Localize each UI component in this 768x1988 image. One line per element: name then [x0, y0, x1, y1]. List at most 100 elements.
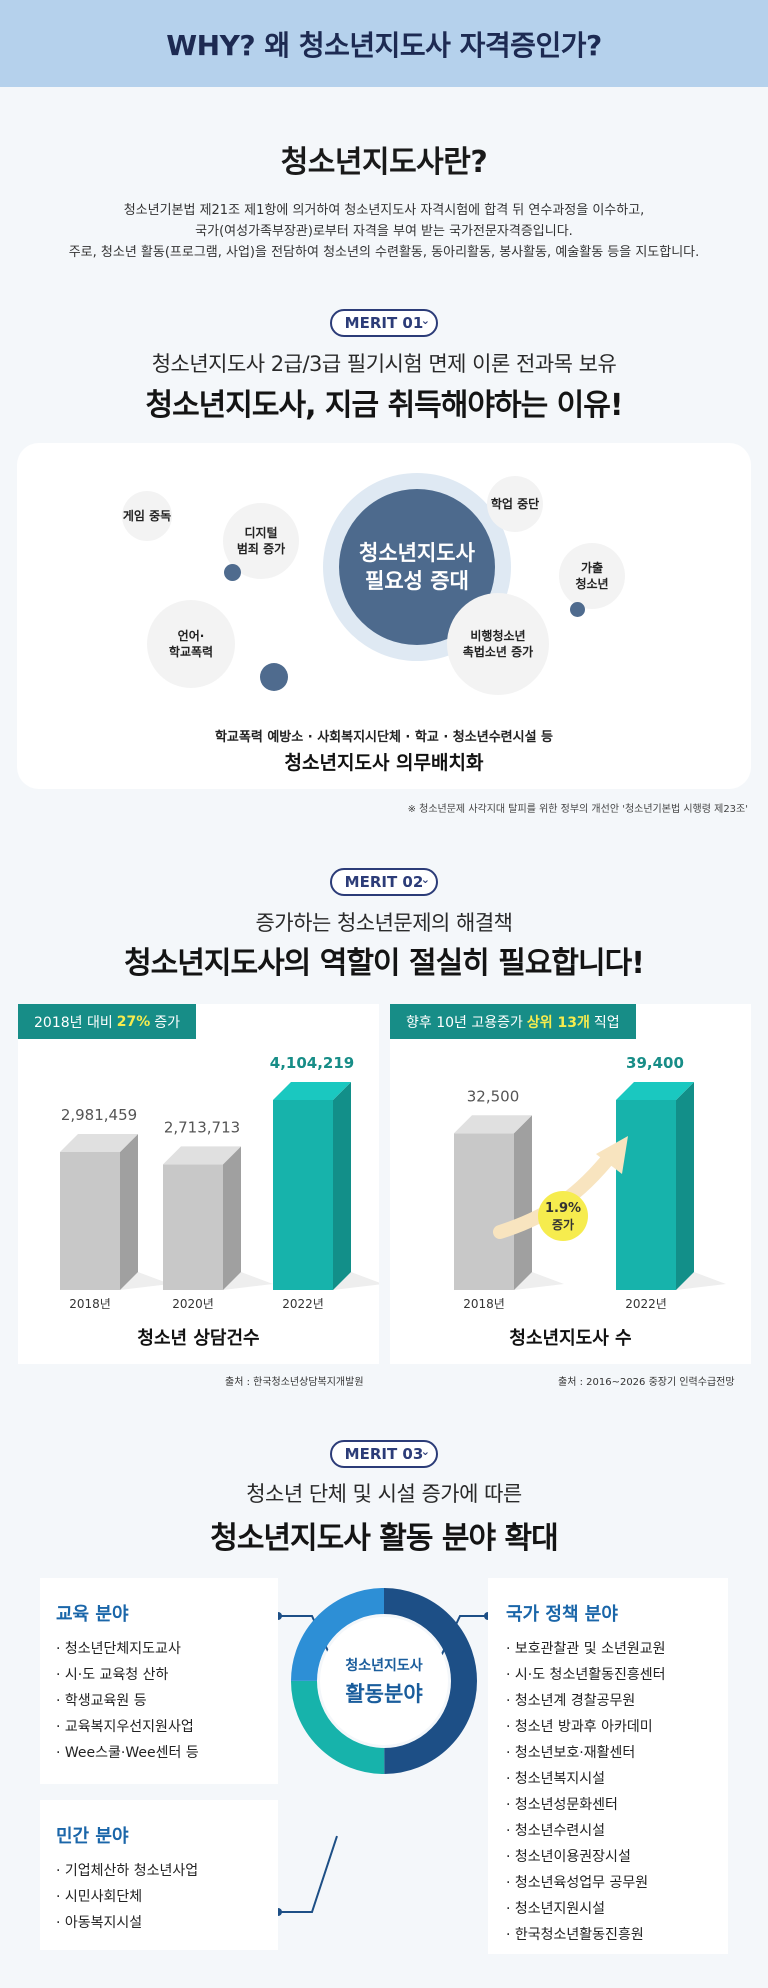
merit-02-title: 청소년지도사의 역할이 절실히 필요합니다! [124, 946, 645, 981]
field-list-item: · 청소년이용권장시설 [506, 1849, 631, 1865]
bar [60, 1151, 120, 1290]
field-list-item: · 청소년단체지도교사 [56, 1641, 181, 1657]
merit-01-card: 게임 중독 디지털 범죄 증가 청소년지도사 필요성 증대 학업 중단 가출 청소년 … [17, 443, 751, 789]
bar-value-label: 2,713,713 [164, 1118, 240, 1136]
education-field-card: 교육 분야 · 청소년단체지도교사 · 시·도 교육청 산하 · 학생교육원 등 · … [40, 1578, 278, 1784]
field-list-item: · 청소년계 경찰공무원 [506, 1693, 636, 1709]
bar-top [454, 1115, 532, 1134]
bar-value-label: 32,500 [467, 1087, 520, 1105]
category-label: 2022년 [282, 1297, 324, 1311]
intro-title: 청소년지도사란? [280, 145, 488, 180]
bubble-label: 비행청소년 [470, 629, 526, 643]
private-field-list: · 기업체산하 청소년사업 · 시민사회단체 · 아동복지시설 [56, 1858, 262, 1936]
field-list-item: · 시민사회단체 [56, 1889, 143, 1905]
instructor-bar-chart: 32,500 2018년 39,400 2022년 1.9%증가 [454, 1054, 726, 1311]
bubble-school-violence: 언어· 학교폭력 [147, 600, 235, 688]
tag-text: 증가 [154, 1014, 181, 1031]
counseling-chart-panel: 2,981,459 2018년 2,713,713 2020년 4,104,219 202… [18, 1004, 379, 1364]
field-list-item: · 아동복지시설 [56, 1915, 143, 1931]
bar-top [163, 1146, 241, 1165]
merit-badge-label: MERIT 01 [344, 314, 424, 332]
center-label: 청소년지도사 [359, 541, 475, 565]
bubble-label: 학업 중단 [490, 497, 540, 511]
bar-side [514, 1115, 532, 1290]
bubble-label: 언어· [177, 629, 205, 643]
field-list-item: · 청소년보호·재활센터 [506, 1745, 636, 1761]
intro-description: 청소년기본법 제21조 제1항에 의거하여 청소년지도사 자격시험에 합격 뒤 … [0, 200, 768, 263]
chevron-down-icon: ⌄ [420, 314, 430, 327]
tag-text: 2018년 대비 [34, 1014, 113, 1031]
category-label: 2020년 [172, 1297, 214, 1311]
bar-side [676, 1082, 694, 1290]
bar [163, 1164, 223, 1290]
bubble-game-addiction: 게임 중독 [122, 491, 172, 541]
growth-badge-value: 1.9% [545, 1201, 581, 1216]
bubble-dropout: 학업 중단 [487, 476, 543, 532]
bubble-label: 디지털 [244, 526, 278, 540]
placement-caption-bold: 청소년지도사 의무배치화 [284, 752, 484, 774]
bubble-label: 가출 [580, 561, 604, 575]
bubble-label: 촉법소년 증가 [462, 645, 534, 659]
chevron-down-icon: ⌄ [420, 873, 430, 886]
merit-03-badge: MERIT 03 ⌄ [330, 1440, 438, 1468]
activity-field-ring [291, 1588, 477, 1774]
field-list-item: · 한국청소년활동진흥원 [506, 1927, 644, 1943]
bar [273, 1100, 333, 1290]
bubble-label: 범죄 증가 [236, 542, 286, 556]
merit-01-badge: MERIT 01 ⌄ [330, 309, 438, 337]
instructor-chart-title: 청소년지도사 수 [509, 1328, 632, 1349]
field-list-item: · 청소년복지시설 [506, 1771, 606, 1787]
merit-03-title: 청소년지도사 활동 분야 확대 [210, 1521, 559, 1556]
instructor-chart-panel: 32,500 2018년 39,400 2022년 1.9% 증가 향후 10년 고용증가… [390, 1004, 751, 1364]
bar-top [273, 1082, 351, 1100]
merit-02-badge: MERIT 02 ⌄ [330, 868, 438, 896]
field-list-item: · 시·도 교육청 산하 [56, 1667, 169, 1683]
bubble-runaway: 가출 청소년 [559, 543, 625, 609]
field-list-item: · 청소년육성업무 공무원 [506, 1875, 649, 1891]
field-list-item: · 기업체산하 청소년사업 [56, 1863, 199, 1879]
instructor-source: 출처 : 2016~2026 중장기 인력수급전망 [558, 1377, 735, 1388]
bar-value-label: 2,981,459 [61, 1106, 137, 1124]
bar-value-label: 39,400 [626, 1054, 684, 1072]
field-list-item: · 청소년수련시설 [506, 1823, 606, 1839]
field-list-item: · 청소년 방과후 아카데미 [506, 1719, 653, 1735]
intro-line: 국가(여성가족부장관)로부터 자격을 부여 받는 국가전문자격증입니다. [195, 224, 573, 239]
bar-side [333, 1082, 351, 1290]
tag-highlight: 27% [116, 1013, 151, 1030]
bar-top [616, 1082, 694, 1100]
merit-02-subtitle: 증가하는 청소년문제의 해결책 [255, 911, 513, 935]
bubble-label: 학교폭력 [168, 645, 214, 659]
decor-dot [570, 602, 585, 617]
field-list-item: · 학생교육원 등 [56, 1693, 147, 1709]
field-list-item: · Wee스쿨·Wee센터 등 [56, 1745, 199, 1761]
category-label: 2022년 [625, 1297, 667, 1311]
bar [616, 1100, 676, 1290]
employment-growth-tag: 향후 10년 고용증가 상위 13개 직업 [390, 1004, 636, 1039]
bar [454, 1133, 514, 1290]
bubble-label: 게임 중독 [122, 509, 172, 523]
private-field-title: 민간 분야 [56, 1826, 129, 1847]
field-list-item: · 보호관찰관 및 소년원교원 [506, 1641, 666, 1657]
bar-side [223, 1146, 241, 1290]
field-list-item: · 교육복지우선지원사업 [56, 1719, 194, 1735]
merit-01-footnote: ※ 청소년문제 사각지대 탈피를 위한 정부의 개선안 '청소년기본법 시행령 … [407, 804, 748, 815]
education-field-list: · 청소년단체지도교사 · 시·도 교육청 산하 · 학생교육원 등 · 교육복지우선… [56, 1636, 262, 1766]
bar-top [60, 1133, 138, 1152]
hub-label-small: 청소년지도사 [345, 1657, 423, 1674]
decor-dot [260, 663, 288, 691]
national-policy-title: 국가 정책 분야 [506, 1604, 618, 1625]
field-list-item: · 청소년지원시설 [506, 1901, 606, 1917]
counseling-growth-tag: 2018년 대비 27% 증가 [18, 1004, 197, 1039]
national-policy-list: · 보호관찰관 및 소년원교원 · 시·도 청소년활동진흥센터 · 청소년계 경찰공… [506, 1636, 710, 1948]
chevron-down-icon: ⌄ [420, 1445, 430, 1458]
counseling-source: 출처 : 한국청소년상담복지개발원 [225, 1377, 364, 1388]
tag-text: 향후 10년 고용증가 [406, 1014, 523, 1031]
national-policy-card: 국가 정책 분야 · 보호관찰관 및 소년원교원 · 시·도 청소년활동진흥센터 ·… [488, 1578, 728, 1954]
education-field-title: 교육 분야 [56, 1604, 129, 1625]
growth-badge [538, 1191, 588, 1241]
intro-line: 주로, 청소년 활동(프로그램, 사업)을 전담하여 청소년의 수련활동, 동아… [68, 245, 700, 260]
intro-line: 청소년기본법 제21조 제1항에 의거하여 청소년지도사 자격시험에 합격 뒤 … [123, 203, 645, 218]
decor-dot [224, 564, 241, 581]
merit-badge-label: MERIT 02 [344, 873, 424, 891]
